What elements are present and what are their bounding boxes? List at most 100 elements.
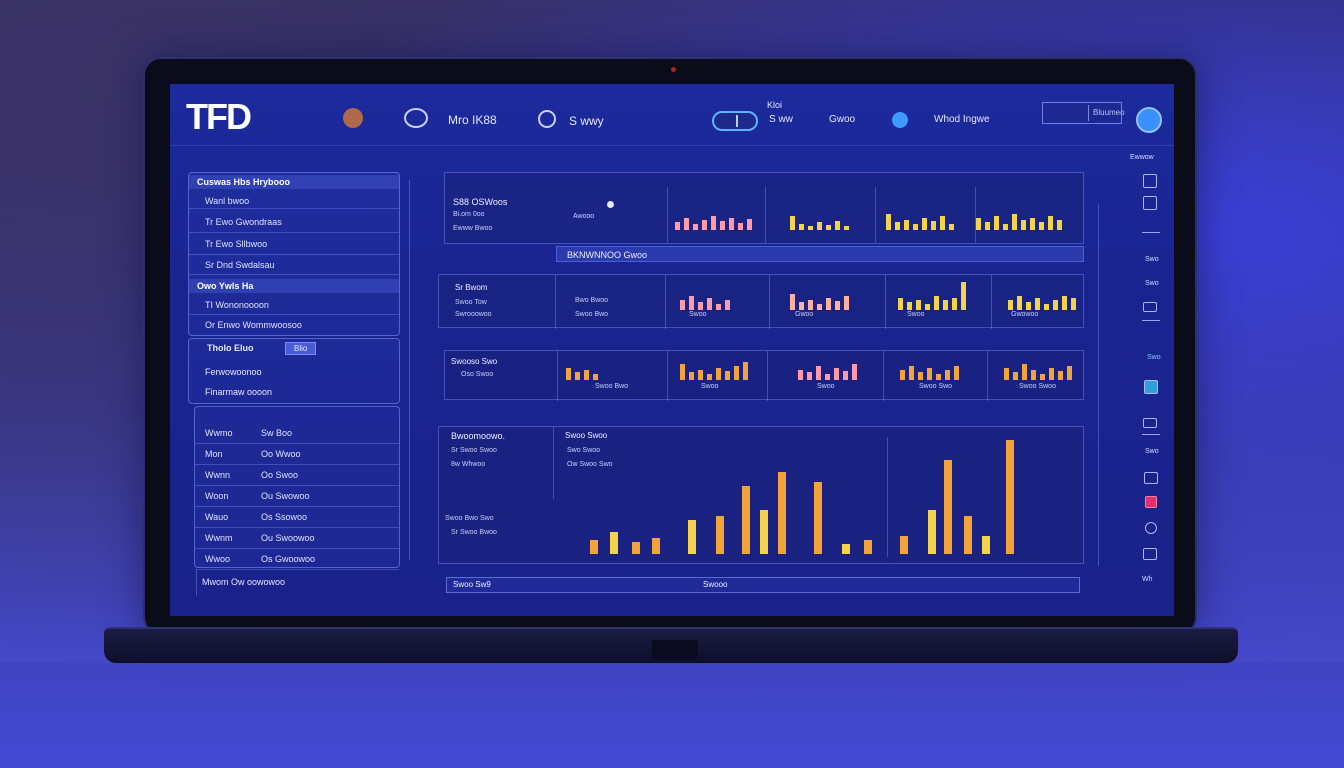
mini-chart-bar bbox=[954, 366, 959, 380]
table-row[interactable]: Wwnm Ou Swoowoo bbox=[195, 528, 399, 549]
mini-chart-bar bbox=[1057, 220, 1062, 230]
metric-sublabel: Awooo bbox=[573, 213, 595, 220]
mini-chart-bar bbox=[898, 298, 903, 310]
mini-chart-bar bbox=[725, 371, 730, 380]
divider bbox=[767, 351, 768, 401]
nav-item-5[interactable]: Whod Ingwe bbox=[934, 114, 990, 125]
mini-chart-bar bbox=[707, 298, 712, 310]
mini-chart-bar bbox=[566, 368, 571, 380]
chat-icon[interactable] bbox=[1144, 380, 1158, 394]
desk-surface bbox=[0, 663, 1344, 768]
list-item[interactable]: Tr Ewo Sllbwoo bbox=[189, 233, 399, 255]
chart-bar bbox=[1006, 440, 1014, 554]
nav-item-3[interactable]: S ww bbox=[769, 114, 793, 125]
right-rail-label[interactable]: Wh bbox=[1142, 576, 1153, 583]
table-row[interactable]: Wwoo Os Gwoowoo bbox=[195, 549, 399, 570]
divider bbox=[553, 427, 554, 499]
mini-chart-bar bbox=[925, 304, 930, 310]
card-icon[interactable] bbox=[1143, 302, 1157, 312]
section-badge[interactable]: Blio bbox=[285, 342, 317, 355]
divider bbox=[196, 570, 197, 596]
mini-chart-bar bbox=[844, 226, 849, 230]
chart-sublabel: Sr Swoo Swoo bbox=[451, 447, 497, 454]
list-item[interactable]: Sr Dnd Swdalsau bbox=[189, 255, 399, 275]
divider bbox=[987, 351, 988, 401]
table-row[interactable]: Wwnn Oo Swoo bbox=[195, 465, 399, 486]
table-row[interactable]: Wauo Os Ssowoo bbox=[195, 507, 399, 528]
right-rail-label[interactable]: Swo bbox=[1145, 280, 1159, 287]
mini-chart-bar bbox=[904, 220, 909, 230]
document-icon[interactable] bbox=[1143, 174, 1157, 188]
settings-icon[interactable] bbox=[1143, 548, 1157, 560]
nav-item-2[interactable]: S wwy bbox=[569, 114, 604, 128]
divider bbox=[667, 187, 668, 243]
monitor-icon[interactable] bbox=[1143, 196, 1157, 210]
mini-chart-bar bbox=[808, 226, 813, 230]
metric-sublabel: Gwowoo bbox=[1011, 311, 1039, 318]
chart-label: Bwoomoowo. bbox=[451, 431, 506, 441]
mini-chart-bar bbox=[913, 224, 918, 230]
list-item[interactable]: Finarmaw oooon bbox=[205, 387, 273, 397]
image-icon[interactable] bbox=[1144, 472, 1158, 484]
mini-chart-bar bbox=[1030, 218, 1035, 230]
mini-chart-bar bbox=[1039, 222, 1044, 230]
mini-chart-bar bbox=[844, 296, 849, 310]
nav-item-1[interactable]: Mro IK88 bbox=[448, 113, 497, 127]
right-rail-label[interactable]: Swo bbox=[1147, 354, 1161, 361]
list-item[interactable]: Tr Ewo Gwondraas bbox=[189, 211, 399, 233]
list-item[interactable]: TI Wononoooon bbox=[189, 295, 399, 315]
mini-chart-bar bbox=[698, 302, 703, 310]
mini-chart-bar bbox=[940, 216, 945, 230]
record-icon[interactable] bbox=[343, 108, 363, 128]
divider bbox=[1098, 204, 1099, 566]
mini-chart-bar bbox=[684, 218, 689, 230]
list-item[interactable]: Ferwowoonoo bbox=[205, 367, 262, 377]
mini-chart-bar bbox=[834, 368, 839, 380]
mini-chart-bar bbox=[994, 216, 999, 230]
footer-bar[interactable]: Swoo Sw9 Swooo bbox=[446, 577, 1080, 593]
mini-chart-bar bbox=[1040, 374, 1045, 380]
marker-dot bbox=[607, 201, 614, 208]
mini-chart-bar bbox=[843, 371, 848, 380]
mini-chart-bar bbox=[575, 372, 580, 380]
mini-chart-bar bbox=[826, 298, 831, 310]
row-label: Wwnn bbox=[205, 470, 231, 480]
mini-chart-bar bbox=[825, 374, 830, 380]
metric-sublabel: Bi.om 0oo bbox=[453, 211, 485, 218]
clock-icon[interactable] bbox=[1145, 522, 1157, 534]
nav-icon-1[interactable] bbox=[404, 108, 428, 128]
grid-icon[interactable] bbox=[1143, 418, 1157, 428]
mini-chart-bar bbox=[1048, 216, 1053, 230]
metric-sublabel: Swoo Swoo bbox=[1019, 383, 1056, 390]
info-icon[interactable] bbox=[892, 112, 908, 128]
alert-icon[interactable] bbox=[1145, 496, 1157, 508]
list-item[interactable]: Wanl bwoo bbox=[189, 193, 399, 209]
mini-chart-bar bbox=[1049, 368, 1054, 380]
right-rail-title: Ewwow bbox=[1130, 154, 1154, 161]
right-rail-label[interactable]: Swo bbox=[1145, 448, 1159, 455]
table-row[interactable]: Wwmo Sw Boo bbox=[195, 423, 399, 444]
divider bbox=[885, 275, 886, 329]
row-value: Oo Wwoo bbox=[261, 449, 301, 459]
divider bbox=[409, 180, 410, 560]
nav-icon-2[interactable] bbox=[538, 110, 556, 128]
user-avatar[interactable] bbox=[1136, 107, 1162, 133]
metrics-row-1: S88 OSWoos Bi.om 0oo Ewww Bwoo Awooo bbox=[444, 172, 1084, 244]
chart-bar bbox=[982, 536, 990, 554]
mini-chart-bar bbox=[743, 362, 748, 380]
chart-sublabel: Sr Swoo Bwoo bbox=[451, 529, 497, 536]
chart-label: Swoo Swoo bbox=[565, 431, 608, 440]
metric-sublabel: Swoo Swo bbox=[919, 383, 953, 390]
row-label: Wwnm bbox=[205, 533, 233, 543]
mini-chart-bar bbox=[934, 296, 939, 310]
mini-chart-bar bbox=[1013, 372, 1018, 380]
divider bbox=[1142, 320, 1160, 321]
table-row[interactable]: Mon Oo Wwoo bbox=[195, 444, 399, 465]
table-row[interactable]: Woon Ou Swowoo bbox=[195, 486, 399, 507]
header-box[interactable]: Bluumeo bbox=[1042, 102, 1125, 124]
nav-item-4[interactable]: Gwoo bbox=[829, 114, 856, 125]
list-item[interactable]: Or Enwo Wommwoosoo bbox=[205, 320, 302, 330]
right-rail-label[interactable]: Swo bbox=[1145, 256, 1159, 263]
mode-toggle[interactable] bbox=[712, 111, 758, 131]
row-value: Sw Boo bbox=[261, 428, 293, 438]
